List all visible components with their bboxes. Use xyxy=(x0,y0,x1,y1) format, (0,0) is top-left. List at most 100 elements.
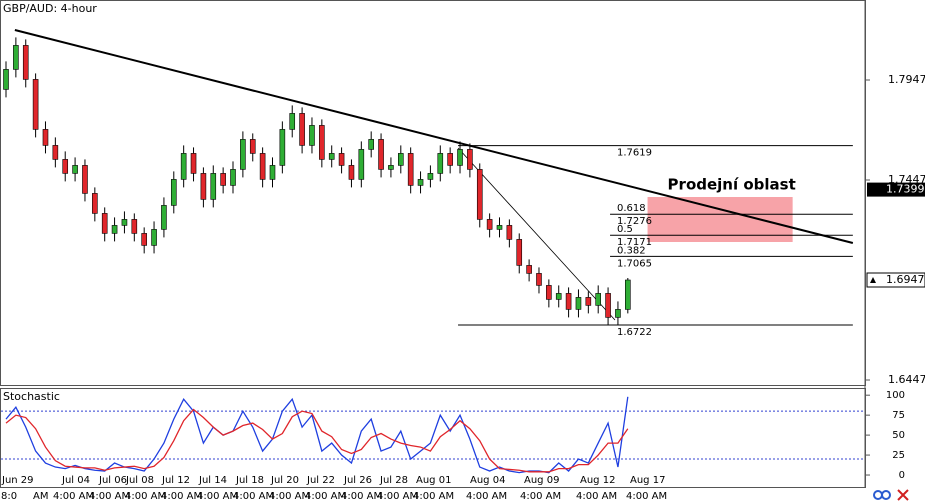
candle-body xyxy=(3,69,9,90)
x-tick-label: Aug 09 xyxy=(524,475,559,486)
x-tick-label: 4:00 AM xyxy=(626,491,667,502)
x-tick-label: Jul 28 xyxy=(379,475,408,486)
candle-body xyxy=(625,279,631,310)
price-arrow xyxy=(870,277,876,283)
price-tag xyxy=(866,272,925,288)
candle-body xyxy=(249,139,256,154)
candle-body xyxy=(13,45,19,70)
x-tick-label: Jul 20 xyxy=(270,475,299,486)
x-tick-label: Jul 18 xyxy=(235,475,264,486)
candle-body xyxy=(62,159,69,174)
x-tick-label: 4:00 AM xyxy=(341,491,382,502)
candle-body xyxy=(82,165,88,194)
candle-body xyxy=(407,153,414,186)
y-tick-label: 1.7947 xyxy=(888,73,925,86)
candle-body xyxy=(506,225,513,240)
x-tick-label: Jul 08 xyxy=(125,475,154,486)
candle-body xyxy=(447,153,453,166)
x-tick-label: Aug 01 xyxy=(416,475,451,486)
y-tick-label: 100 xyxy=(886,390,905,401)
candle-body xyxy=(161,205,167,230)
candle-body xyxy=(200,173,207,200)
candle-body xyxy=(319,125,325,160)
candle-body xyxy=(575,297,582,310)
x-tick-label: 4:00 AM xyxy=(576,491,617,502)
candle-body xyxy=(230,169,236,186)
x-tick-label: Jul 12 xyxy=(161,475,190,486)
candle-body xyxy=(32,79,39,130)
x-tick-label: 4:00 AM xyxy=(53,491,94,502)
candle-body xyxy=(240,139,246,170)
candle-body xyxy=(427,173,434,180)
candle-body xyxy=(437,153,444,174)
level-ratio: 0.382 xyxy=(617,245,646,256)
x-tick-label: Jul 06 xyxy=(98,475,127,486)
candle-body xyxy=(457,149,463,166)
candle-body xyxy=(516,239,523,266)
candle-body xyxy=(220,173,226,186)
candle-body xyxy=(565,293,572,310)
candle-body xyxy=(397,153,404,166)
x-tick-label: 4:00 AM xyxy=(520,491,561,502)
y-tick-label: 25 xyxy=(892,450,905,461)
level-price: 1.7619 xyxy=(617,148,652,159)
x-tick-label: 4:00 AM xyxy=(377,491,418,502)
candle-body xyxy=(585,297,592,306)
candle-body xyxy=(486,219,493,230)
x-tick-label: 4:00 AM xyxy=(269,491,310,502)
x-tick-label: Aug 17 xyxy=(630,475,665,486)
candle-body xyxy=(388,165,394,170)
candle-body xyxy=(22,45,29,80)
candle-body xyxy=(348,165,355,180)
level-ratio: 0.5 xyxy=(617,224,633,235)
candle-body xyxy=(170,179,177,206)
candle-body xyxy=(42,129,49,146)
candle-body xyxy=(72,165,78,174)
candle-body xyxy=(141,233,147,246)
candle-body xyxy=(595,293,602,306)
candle-body xyxy=(279,129,286,166)
x-tick-label: 4:00 AM xyxy=(305,491,346,502)
sell-zone xyxy=(647,197,793,242)
stochastic-title: Stochastic xyxy=(3,390,60,403)
x-tick-label: AM xyxy=(33,491,48,502)
chart-title: GBP/AUD: 4-hour xyxy=(3,2,97,15)
y-tick-label: 0 xyxy=(899,470,905,481)
x-tick-label: Jul 14 xyxy=(198,475,227,486)
candle-body xyxy=(496,225,503,230)
x-tick-label: Jul 22 xyxy=(306,475,335,486)
candle-body xyxy=(358,149,365,180)
candle-body xyxy=(289,113,296,130)
x-tick-label: Jun 29 xyxy=(1,475,34,486)
candle-body xyxy=(467,149,473,170)
corner-icons[interactable] xyxy=(873,489,909,501)
candle-body xyxy=(210,173,217,200)
trendline xyxy=(14,29,854,244)
candle-body xyxy=(309,125,315,146)
level-price: 1.6722 xyxy=(617,327,652,338)
x-tick-label: 4:00 AM xyxy=(161,491,202,502)
candle-body xyxy=(476,169,483,220)
candle-body xyxy=(180,153,187,180)
level-price: 1.7171 xyxy=(617,237,652,248)
candle-body xyxy=(131,219,138,234)
level-price: 1.7276 xyxy=(617,216,652,227)
stochastic-line xyxy=(5,408,629,473)
x-tick-label: 4:00 AM xyxy=(233,491,274,502)
title-box xyxy=(1,1,99,17)
price-tag xyxy=(867,182,925,197)
candle-body xyxy=(368,139,374,150)
candle-body xyxy=(52,145,59,160)
candle-body xyxy=(417,179,424,186)
price-tag-label: 1.7399 xyxy=(886,183,925,196)
x-tick-label: 4:00 AM xyxy=(89,491,130,502)
candle-body xyxy=(299,113,305,146)
x-tick-label: Jul 26 xyxy=(343,475,372,486)
close-icon[interactable] xyxy=(897,489,909,501)
x-tick-label: 4:00 AM xyxy=(197,491,238,502)
link-icon[interactable] xyxy=(881,490,891,500)
candle-body xyxy=(328,153,335,160)
x-tick-label: 4:00 AM xyxy=(413,491,454,502)
candle-body xyxy=(269,165,276,180)
